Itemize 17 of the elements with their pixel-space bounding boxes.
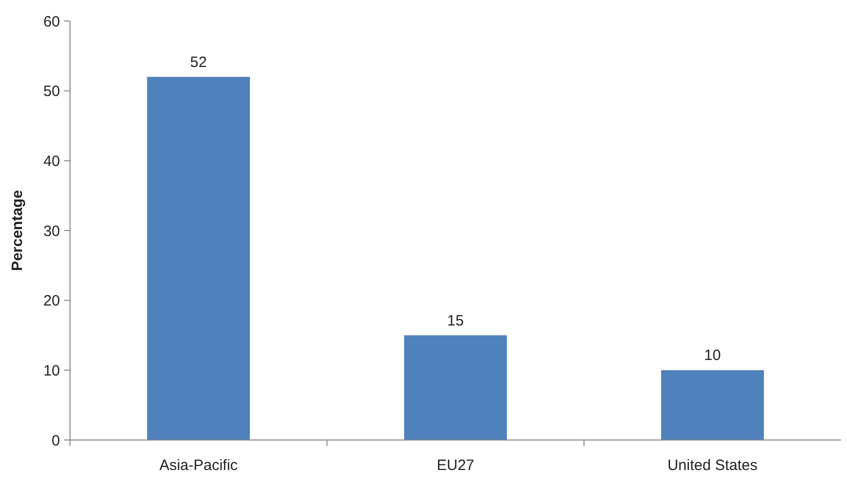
x-tick-label: Asia-Pacific	[159, 457, 238, 474]
data-label: 52	[190, 54, 207, 71]
y-tick-label: 0	[52, 432, 60, 450]
y-axis-title: Percentage	[9, 190, 26, 271]
bar	[404, 335, 507, 440]
y-tick-label: 10	[43, 362, 60, 380]
bar	[147, 76, 250, 440]
y-tick-label: 20	[43, 292, 60, 310]
bar	[661, 370, 764, 440]
x-tick-label: EU27	[436, 457, 474, 474]
y-tick-label: 40	[43, 152, 60, 170]
y-tick-label: 50	[43, 83, 60, 100]
x-tick-label: United States	[667, 457, 758, 474]
data-label: 10	[704, 347, 721, 364]
y-tick-label: 30	[43, 222, 60, 240]
y-tick-label: 60	[43, 13, 60, 30]
data-label: 15	[447, 312, 464, 330]
